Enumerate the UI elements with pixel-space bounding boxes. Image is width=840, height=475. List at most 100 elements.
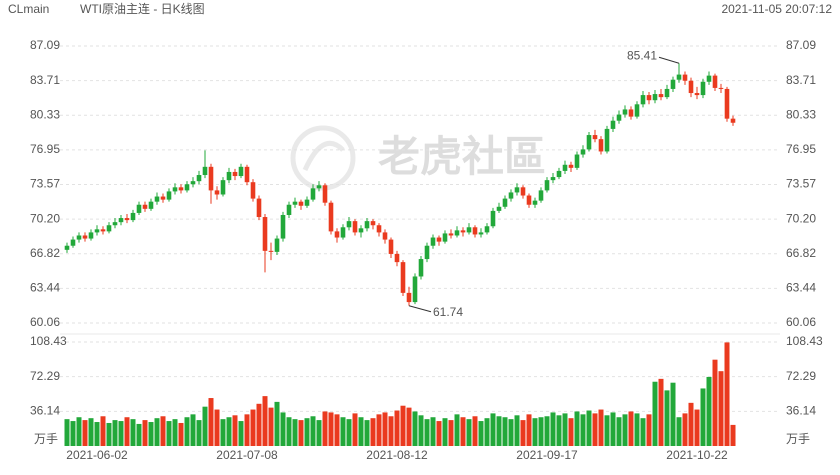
volume-bar xyxy=(544,416,550,446)
volume-bar xyxy=(244,414,250,446)
candle-body xyxy=(364,221,370,229)
volume-bar xyxy=(496,416,502,446)
volume-bar xyxy=(490,413,496,446)
candle-body xyxy=(256,198,262,218)
candle-body xyxy=(574,154,580,168)
volume-bar xyxy=(310,416,316,446)
candle-body xyxy=(124,218,130,221)
volume-bar xyxy=(586,410,592,446)
candle-body xyxy=(184,184,190,191)
candle-body xyxy=(322,185,328,203)
candle-body xyxy=(436,237,442,242)
volume-bar xyxy=(514,415,520,446)
candle-body xyxy=(262,217,268,251)
x-tick-label: 2021-10-22 xyxy=(666,448,728,462)
candle-body xyxy=(214,190,220,195)
candle-body xyxy=(400,262,406,293)
candle-body xyxy=(550,177,556,181)
volume-bar xyxy=(682,413,688,446)
high-marker-line xyxy=(658,56,680,64)
low-marker-line xyxy=(408,305,432,313)
volume-bar xyxy=(448,420,454,446)
volume-bar xyxy=(418,415,424,446)
candle-body xyxy=(178,187,184,191)
volume-bar xyxy=(334,414,340,446)
volume-bar xyxy=(130,419,136,446)
candle-body xyxy=(268,250,274,252)
candle-body xyxy=(652,94,658,101)
volume-bar xyxy=(160,416,166,446)
volume-bar xyxy=(670,382,676,446)
candle-body xyxy=(394,253,400,263)
volume-bar xyxy=(172,419,178,446)
y-tick-label: 76.95 xyxy=(30,142,60,156)
x-tick-label: 2021-09-17 xyxy=(516,448,578,462)
volume-bar xyxy=(220,419,226,446)
candle-body xyxy=(160,196,166,200)
candle-body xyxy=(382,232,388,240)
candle-body xyxy=(718,87,724,89)
candle-body xyxy=(82,235,88,239)
candle-body xyxy=(346,221,352,228)
volume-bar xyxy=(598,409,604,446)
candle-body xyxy=(238,166,244,177)
candle-body xyxy=(94,229,100,233)
volume-tick-label: 108.43 xyxy=(30,334,67,348)
candle-body xyxy=(418,259,424,277)
volume-bar xyxy=(556,415,562,446)
candle-body xyxy=(280,214,286,239)
candle-body xyxy=(496,206,502,211)
high-marker: 85.41 xyxy=(627,48,657,62)
volume-bar xyxy=(214,409,220,446)
candle-body xyxy=(640,95,646,105)
candle-body xyxy=(664,88,670,98)
volume-bar xyxy=(664,390,670,446)
volume-bar xyxy=(226,417,232,446)
candle-body xyxy=(130,212,136,221)
volume-tick-label: 36.14 xyxy=(786,404,816,418)
volume-bar xyxy=(298,420,304,446)
volume-bar xyxy=(88,418,94,446)
volume-bar xyxy=(658,378,664,446)
candle-body xyxy=(472,227,478,235)
candle-body xyxy=(76,235,82,240)
candle-body xyxy=(562,164,568,171)
volume-bar xyxy=(274,401,280,446)
candle-body xyxy=(202,166,208,176)
candle-body xyxy=(502,198,508,207)
volume-bar xyxy=(676,417,682,446)
candle-body xyxy=(154,196,160,202)
volume-bar xyxy=(322,411,328,446)
candle-body xyxy=(628,109,634,117)
symbol: CLmain xyxy=(8,2,49,16)
candle-body xyxy=(454,230,460,236)
volume-bar xyxy=(472,416,478,446)
volume-bar xyxy=(262,396,268,446)
volume-bar xyxy=(640,418,646,446)
candle-body xyxy=(712,75,718,88)
volume-bar xyxy=(352,413,358,446)
candle-body xyxy=(340,227,346,238)
candle-body xyxy=(544,180,550,191)
candle-body xyxy=(688,80,694,94)
volume-bar xyxy=(688,402,694,446)
candle-body xyxy=(244,166,250,183)
volume-bar xyxy=(388,416,394,446)
candle-body xyxy=(274,238,280,252)
volume-unit: 万手 xyxy=(34,432,58,446)
volume-bar xyxy=(436,421,442,446)
volume-bar xyxy=(280,412,286,446)
volume-bar xyxy=(196,420,202,446)
candle-body xyxy=(676,74,682,80)
candle-body xyxy=(304,199,310,206)
y-tick-label: 83.71 xyxy=(30,73,60,87)
candle-body xyxy=(484,226,490,233)
candle-body xyxy=(64,245,70,250)
candle-body xyxy=(556,170,562,178)
y-tick-label: 60.06 xyxy=(30,315,60,329)
volume-bar xyxy=(712,359,718,446)
y-tick-label: 66.82 xyxy=(30,246,60,260)
volume-bar xyxy=(580,414,586,446)
candle-body xyxy=(592,135,598,140)
